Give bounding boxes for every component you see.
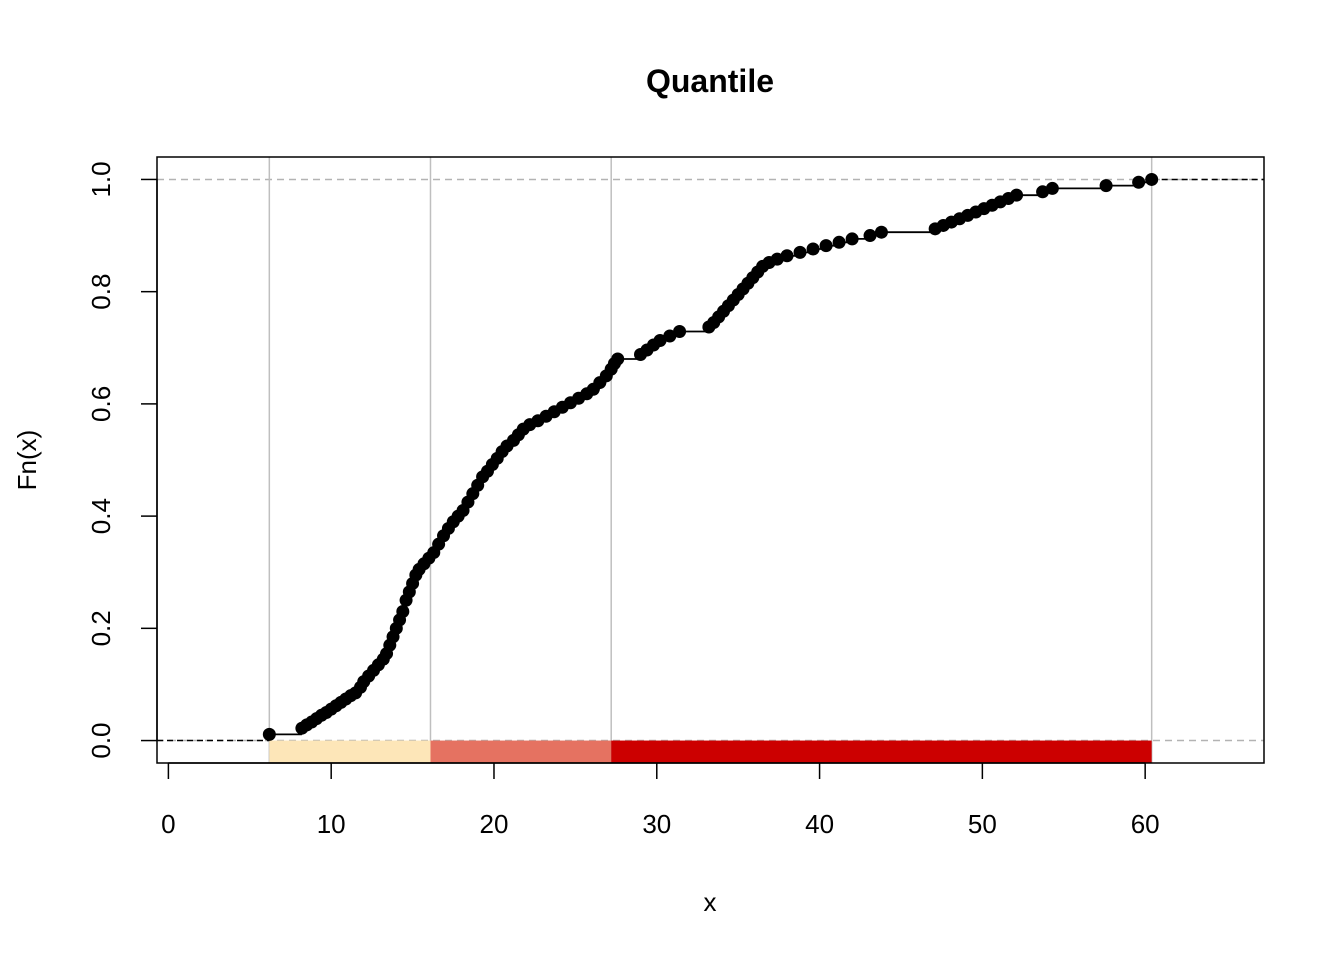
- y-tick-label-0: 0.0: [86, 722, 116, 758]
- class-bar-1: [430, 740, 612, 763]
- data-point-88: [819, 239, 833, 253]
- class-color-bars: [269, 740, 1152, 763]
- x-axis-label: x: [704, 887, 717, 917]
- data-point-92: [874, 225, 888, 239]
- y-tick-label-5: 1.0: [86, 161, 116, 197]
- x-tick-label-5: 50: [968, 809, 997, 839]
- chart-title: Quantile: [646, 63, 774, 99]
- data-point-87: [806, 242, 820, 256]
- data-point-85: [780, 249, 794, 263]
- data-point-64: [611, 352, 625, 366]
- x-tick-label-4: 40: [805, 809, 834, 839]
- x-tick-label-6: 60: [1131, 809, 1160, 839]
- data-point-91: [863, 229, 877, 243]
- y-tick-label-2: 0.4: [86, 498, 116, 534]
- y-axis: 0.0 0.2 0.4 0.6 0.8 1.0: [86, 161, 158, 759]
- data-point-68: [653, 333, 667, 347]
- data-point-104: [1036, 185, 1050, 199]
- data-point-89: [832, 235, 846, 249]
- data-point-108: [1145, 172, 1159, 186]
- data-point-90: [845, 232, 859, 246]
- x-tick-label-1: 10: [317, 809, 346, 839]
- data-point-103: [1010, 188, 1024, 202]
- data-point-107: [1132, 175, 1146, 189]
- break-lines: [268, 157, 1153, 763]
- data-point-24: [396, 605, 410, 618]
- x-tick-label-2: 20: [480, 809, 509, 839]
- class-bar-2: [611, 740, 1152, 763]
- class-bar-0: [269, 740, 431, 763]
- plot-frame: [156, 156, 1265, 764]
- x-tick-label-3: 30: [642, 809, 671, 839]
- y-tick-label-1: 0.2: [86, 610, 116, 646]
- data-point-84: [770, 252, 784, 266]
- reference-lines: [157, 178, 1264, 742]
- data-point-69: [663, 329, 677, 343]
- data-point-70: [673, 325, 687, 339]
- x-tick-label-0: 0: [161, 809, 175, 839]
- y-tick-label-4: 0.8: [86, 274, 116, 310]
- y-axis-label: Fn(x): [12, 430, 42, 491]
- data-point-86: [793, 245, 807, 259]
- data-point-0: [262, 727, 276, 741]
- data-point-105: [1045, 181, 1059, 195]
- ecdf-steps: [157, 178, 1264, 742]
- data-point-106: [1099, 179, 1113, 193]
- x-axis: 0 10 20 30 40 50 60: [161, 762, 1160, 839]
- ecdf-points: [262, 172, 1159, 741]
- y-tick-label-3: 0.6: [86, 386, 116, 422]
- step-segments: [269, 181, 1152, 736]
